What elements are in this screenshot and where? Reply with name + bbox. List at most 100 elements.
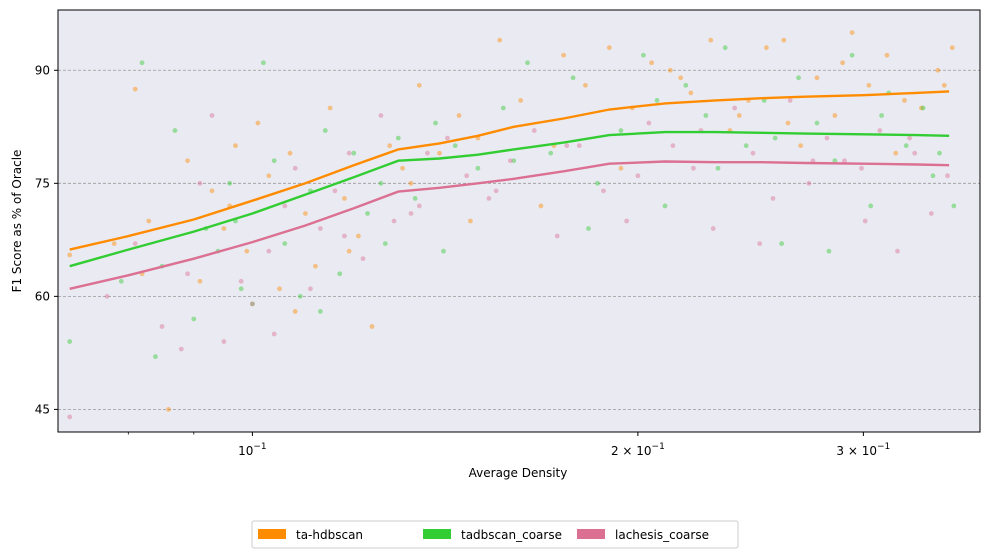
- scatter-point: [654, 98, 660, 103]
- scatter-point: [365, 211, 370, 216]
- scatter-point: [416, 82, 422, 88]
- scatter-point: [67, 252, 73, 258]
- scatter-point: [518, 98, 524, 103]
- scatter-point: [342, 233, 347, 239]
- scatter-point: [327, 105, 333, 111]
- scatter-point: [111, 241, 117, 247]
- scatter-point: [548, 150, 554, 156]
- scatter-point: [907, 135, 912, 141]
- scatter-point: [903, 143, 909, 149]
- scatter-point: [185, 271, 190, 277]
- scatter-point: [238, 286, 244, 292]
- scatter-point: [670, 143, 676, 149]
- scatter-point: [233, 143, 238, 149]
- scatter-point: [67, 414, 73, 420]
- scatter-point: [824, 135, 830, 141]
- scatter-point: [750, 150, 756, 156]
- scatter-point: [282, 241, 288, 247]
- scatter-point: [937, 150, 942, 156]
- scatter-point: [868, 203, 874, 209]
- scatter-point: [261, 60, 266, 66]
- scatter-point: [561, 52, 567, 58]
- scatter-point: [332, 188, 338, 194]
- scatter-point: [884, 52, 890, 58]
- scatter-point: [313, 263, 318, 269]
- scatter-point: [564, 143, 570, 149]
- scatter-point: [412, 195, 418, 201]
- plot-frame: [57, 9, 981, 433]
- x-axis-label: Average Density: [469, 466, 568, 480]
- scatter-point: [849, 30, 855, 36]
- scatter-point: [351, 150, 357, 156]
- scatter-point: [662, 203, 668, 209]
- scatter-point: [132, 86, 138, 92]
- scatter-point: [227, 180, 233, 186]
- scatter-point: [209, 188, 215, 194]
- scatter-point: [531, 128, 537, 133]
- scatter-point: [139, 60, 145, 66]
- scatter-point: [683, 82, 689, 88]
- y-tick-label: 60: [35, 289, 50, 303]
- scatter-point: [806, 180, 812, 186]
- scatter-point: [641, 52, 646, 58]
- scatter-point: [703, 113, 709, 118]
- scatter-point: [146, 218, 152, 224]
- scatter-point: [391, 218, 397, 224]
- scatter-point: [798, 143, 804, 149]
- scatter-point: [342, 195, 347, 201]
- scatter-point: [292, 309, 298, 314]
- scatter-point: [456, 113, 462, 118]
- scatter-point: [862, 218, 868, 224]
- scatter-point: [902, 98, 907, 103]
- scatter-point: [221, 226, 227, 231]
- scatter-point: [197, 180, 203, 186]
- scatter-point: [941, 82, 947, 88]
- legend-swatch: [577, 529, 605, 539]
- x-tick-label: 10−1: [238, 442, 267, 458]
- scatter-point: [877, 128, 883, 133]
- scatter-point: [554, 233, 560, 239]
- scatter-point: [743, 143, 749, 149]
- legend: ta-hdbscan tadbscan_coarse lachesis_coarse: [251, 520, 739, 549]
- scatter-point: [360, 256, 366, 262]
- scatter-point: [297, 293, 303, 299]
- scatter-point: [842, 158, 847, 164]
- trend-lines: [69, 90, 950, 290]
- scatter-point: [866, 82, 872, 88]
- scatter-point: [570, 75, 576, 81]
- scatter-point: [781, 37, 787, 43]
- scatter-point: [646, 120, 652, 126]
- scatter-point: [764, 45, 769, 51]
- scatter-point: [710, 226, 716, 231]
- scatter-point: [688, 90, 694, 96]
- scatter-point: [814, 120, 820, 126]
- scatter-point: [893, 150, 899, 156]
- scatter-point: [785, 120, 791, 126]
- scatter-point: [271, 331, 277, 337]
- scatter-point: [166, 406, 171, 412]
- grid-lines: [58, 69, 980, 410]
- scatter-point: [486, 195, 492, 201]
- legend-label: ta-hdbscan: [296, 528, 363, 542]
- scatter-point: [618, 128, 624, 133]
- scatter-point: [378, 113, 384, 118]
- scatter-point: [511, 158, 517, 164]
- scatter-point: [928, 211, 934, 216]
- scatter-point: [624, 218, 630, 224]
- scatter-point: [303, 211, 308, 216]
- y-tick-label: 45: [35, 402, 50, 416]
- axis-ticks: 45 60 75 90 10−1 2 × 10−1 3 × 10−1: [35, 63, 891, 458]
- scatter-point: [945, 173, 950, 179]
- scatter-point: [787, 98, 793, 103]
- scatter-point: [708, 37, 714, 43]
- scatter-point: [255, 120, 261, 126]
- scatter-point: [601, 188, 606, 194]
- scatter-point: [500, 105, 506, 111]
- scatter-point: [277, 286, 282, 292]
- scatter-point: [238, 278, 244, 284]
- x-tick-label: 3 × 10−1: [836, 442, 890, 458]
- scatter-point: [400, 165, 405, 171]
- scatter-point: [538, 203, 544, 209]
- legend-label: lachesis_coarse: [615, 528, 709, 542]
